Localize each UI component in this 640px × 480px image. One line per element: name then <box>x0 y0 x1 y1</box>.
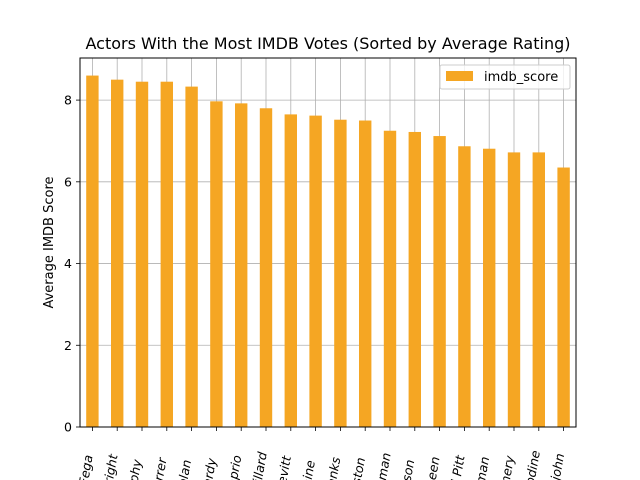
bars <box>86 75 570 428</box>
x-tick-label: ckson <box>396 458 417 480</box>
x-tick-label: Hardy <box>198 456 219 480</box>
x-tick-label: omery <box>495 454 517 480</box>
x-tick-label: ntillard <box>247 451 269 480</box>
chart-title: Actors With the Most IMDB Votes (Sorted … <box>86 34 571 53</box>
x-tick-label: inston <box>347 456 368 480</box>
x-tick-label: Farrer <box>148 456 170 480</box>
x-tick-label: Nolan <box>173 458 194 480</box>
x-tick-label: Caprio <box>223 454 245 480</box>
bar <box>284 114 297 427</box>
y-tick-label: 2 <box>64 338 72 353</box>
x-tick-label: Modine <box>520 449 543 480</box>
x-axis-ticks: s Fega Wright urphy Farrer Nolan Hardy Caprio n… <box>74 427 567 480</box>
bar <box>334 119 347 427</box>
bar <box>210 101 223 427</box>
x-tick-label: Sheen <box>421 455 443 480</box>
bar <box>185 86 198 428</box>
legend-swatch <box>446 71 473 81</box>
bar <box>557 167 570 427</box>
bar <box>160 81 173 428</box>
bar <box>111 79 124 427</box>
bar <box>383 130 397 427</box>
x-tick-label: -Levitt <box>272 454 294 480</box>
y-tick-label: 6 <box>64 174 72 189</box>
x-tick-label: Caine <box>297 459 318 480</box>
y-tick-label: 4 <box>64 256 72 271</box>
bar <box>359 120 372 427</box>
bar <box>259 108 273 428</box>
x-tick-label: s Fega <box>74 454 96 480</box>
y-axis-ticks: 0 2 4 6 8 <box>64 93 80 435</box>
gridlines <box>80 58 576 428</box>
bar <box>532 152 545 427</box>
x-tick-label: ldman <box>471 455 493 480</box>
bar <box>483 148 496 428</box>
x-tick-label: Hanks <box>322 455 344 480</box>
y-tick-label: 0 <box>64 420 72 435</box>
plot-frame <box>79 57 577 428</box>
x-tick-label: ad Pitt <box>446 453 468 480</box>
bar <box>408 131 421 428</box>
x-tick-label: urphy <box>123 458 144 480</box>
bar <box>86 75 99 428</box>
legend: imdb_score <box>439 64 571 90</box>
bar <box>309 115 322 427</box>
x-tick-label: Wright <box>99 452 121 480</box>
bar <box>135 81 149 428</box>
x-tick-label: pajohn <box>545 452 567 480</box>
bar <box>458 146 471 427</box>
legend-label: imdb_score <box>484 70 558 85</box>
bar <box>433 136 446 427</box>
y-axis-label: Average IMDB Score <box>42 176 57 308</box>
bar <box>235 103 248 428</box>
bar <box>507 152 521 427</box>
x-tick-label: eeman <box>371 451 393 480</box>
y-tick-label: 8 <box>64 93 72 108</box>
